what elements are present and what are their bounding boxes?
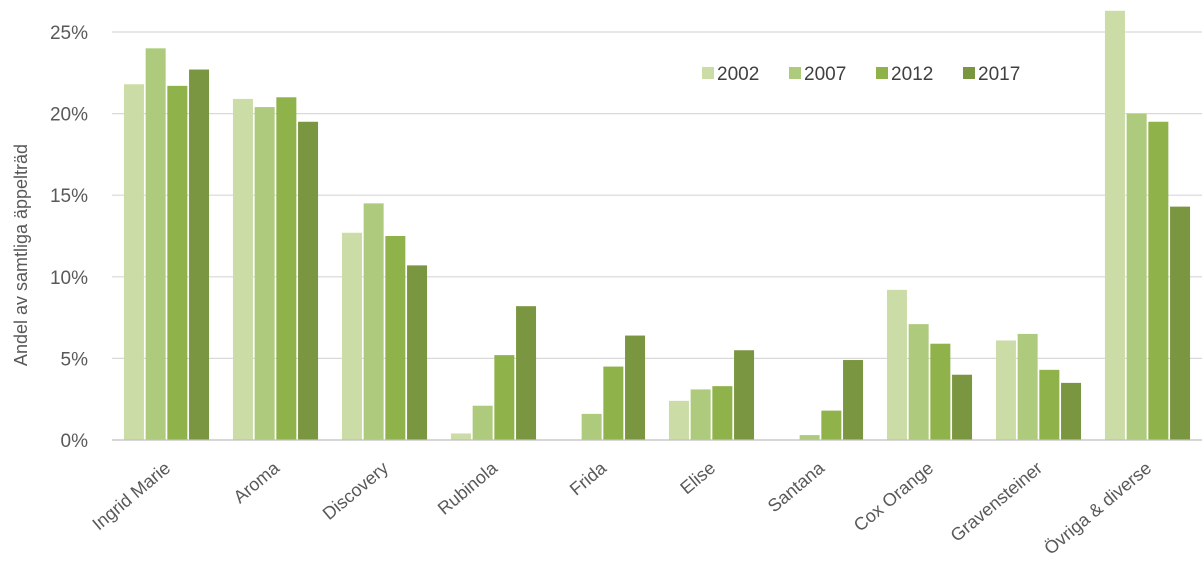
x-axis-labels: Ingrid Marie Aroma Discovery Rubinola Frida E…	[88, 457, 1155, 558]
bar-2017-7	[952, 374, 973, 440]
bar-2017-0	[189, 69, 210, 440]
x-tick-label: Santana	[764, 457, 829, 516]
bar-2007-4	[581, 413, 602, 440]
bar-2017-8	[1061, 382, 1082, 440]
bar-2017-9	[1170, 206, 1191, 440]
bar-2012-9	[1148, 121, 1169, 440]
bar-2007-0	[145, 48, 166, 440]
bar-2017-6	[843, 360, 864, 440]
x-tick-label: Aroma	[230, 457, 284, 507]
y-tick-label: 5%	[61, 349, 89, 370]
bar-2002-0	[123, 84, 144, 440]
bar-2007-6	[799, 435, 820, 440]
bar-2007-2	[363, 203, 384, 440]
bar-2007-5	[690, 389, 711, 440]
x-tick-label: Rubinola	[434, 457, 502, 519]
bar-2012-8	[1039, 369, 1060, 440]
bar-2012-0	[167, 85, 188, 440]
y-tick-label: 0%	[61, 431, 89, 452]
bar-2012-7	[930, 343, 951, 440]
y-tick-label: 20%	[50, 105, 88, 126]
gridlines	[112, 31, 1202, 359]
bar-2012-5	[712, 386, 733, 440]
x-tick-label: Gravensteiner	[947, 458, 1046, 546]
y-tick-label: 15%	[50, 186, 88, 207]
bar-2012-1	[276, 97, 297, 440]
bar-2007-9	[1126, 113, 1147, 440]
bar-2012-4	[603, 366, 624, 440]
legend-label: 2012	[891, 64, 933, 85]
x-tick-label: Cox Orange	[850, 458, 937, 536]
bar-2002-8	[995, 340, 1016, 440]
bar-2017-1	[298, 121, 319, 440]
bar-2002-2	[341, 232, 362, 440]
legend-label: 2017	[978, 64, 1020, 85]
bar-2017-5	[734, 350, 755, 440]
x-tick-label: Övriga & diverse	[1040, 458, 1155, 559]
y-tick-label: 10%	[50, 268, 88, 289]
bar-2012-3	[494, 355, 515, 440]
x-tick-label: Discovery	[319, 458, 392, 524]
bar-2007-8	[1017, 333, 1038, 440]
x-tick-label: Frida	[566, 457, 611, 499]
bar-2002-1	[232, 98, 253, 441]
bar-2002-7	[886, 289, 907, 440]
bar-2002-3	[450, 433, 471, 440]
y-axis-title: Andel av samtliga äppelträd	[11, 144, 31, 366]
legend-label: 2007	[804, 64, 846, 85]
bar-2012-6	[821, 410, 842, 440]
legend-swatch	[702, 67, 714, 79]
x-tick-label: Elise	[676, 458, 719, 498]
bar-2007-3	[472, 405, 493, 440]
bar-2017-3	[516, 306, 537, 440]
bar-2002-5	[668, 400, 689, 440]
bar-2012-2	[385, 236, 406, 440]
legend-swatch	[876, 67, 888, 79]
x-tick-label: Ingrid Marie	[88, 458, 174, 534]
legend-label: 2002	[717, 64, 759, 85]
y-tick-label: 25%	[50, 23, 88, 44]
legend: 2002 2007 2012 2017	[702, 64, 1020, 85]
bar-2017-2	[407, 265, 428, 440]
bar-2017-4	[625, 335, 646, 440]
bar-2002-9	[1104, 10, 1125, 441]
y-axis-ticks: 0% 5% 10% 15% 20% 25%	[50, 23, 88, 452]
bar-2007-7	[908, 324, 929, 440]
legend-swatch	[789, 67, 801, 79]
legend-swatch	[963, 67, 975, 79]
bars	[123, 10, 1191, 441]
bar-2007-1	[254, 107, 275, 441]
